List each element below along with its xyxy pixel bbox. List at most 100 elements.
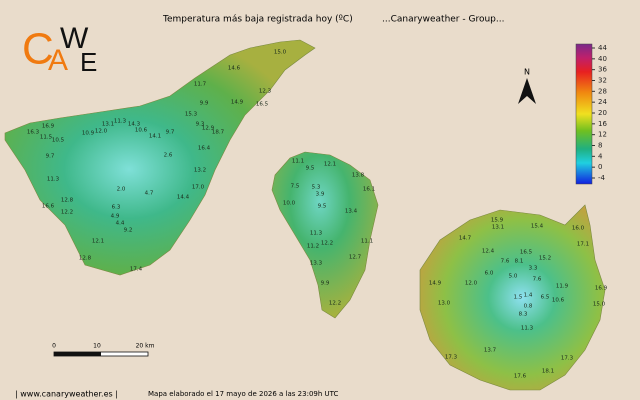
station-value: 15.0 [274,50,287,56]
north-arrow [518,78,536,104]
station-value: 11.3 [114,119,127,125]
title: Temperatura más baja registrada hoy (ºC) [162,15,353,25]
station-value: 8.3 [519,312,528,318]
station-value: 18.7 [212,130,225,136]
station-value: 4.7 [145,191,154,197]
station-value: 4.9 [111,214,120,220]
station-value: 9.2 [124,228,133,234]
station-value: 12.2 [321,241,333,247]
island-tenerife [4,39,316,276]
color-tick-label: 36 [598,66,607,74]
station-value: 13.8 [352,173,365,179]
station-value: 17.6 [514,374,527,380]
station-value: 1.4 [524,293,533,299]
station-value: 17.0 [192,185,205,191]
station-value: 6.3 [112,205,121,211]
island-gomera [271,151,379,319]
station-value: 13.7 [484,348,497,354]
north-label: N [524,68,530,77]
color-tick-label: 32 [598,77,607,85]
group: ...Canaryweather - Group... [382,15,504,25]
color-tick-label: 28 [598,87,607,95]
station-value: 16.5 [520,250,533,256]
station-value: 12.4 [482,249,495,255]
station-value: 1.5 [514,295,523,301]
station-value: 8.1 [515,259,524,265]
station-value: 10.0 [283,201,296,207]
station-value: 12.8 [79,256,92,262]
station-value: 16.5 [256,102,269,108]
color-tick-label: 0 [598,163,602,171]
station-value: 2.6 [164,153,173,159]
scale-label: 20 km [136,343,155,350]
station-value: 12.3 [259,89,272,95]
station-value: 5.0 [509,274,518,280]
station-value: 15.3 [185,112,198,118]
station-value: 12.0 [465,281,478,287]
logo-letter: W [60,22,89,55]
station-value: 16.1 [363,187,375,193]
station-value: 13.3 [310,261,323,267]
station-value: 14.7 [459,236,472,242]
color-tick-label: 12 [598,131,607,139]
station-value: 18.1 [542,369,554,375]
station-value: 13.1 [492,225,504,231]
station-value: 16.6 [42,204,55,210]
station-value: 10.5 [52,138,65,144]
station-value: 15.4 [531,224,544,230]
station-value: 12.0 [95,129,108,135]
color-tick-label: 8 [598,142,602,150]
station-value: 14.3 [128,122,141,128]
station-value: 16.4 [198,146,211,152]
station-value: 12.2 [61,210,73,216]
station-value: 7.5 [291,184,300,190]
color-tick-label: 24 [598,98,607,106]
scale-label: 0 [52,343,56,350]
station-value: 6.5 [541,295,550,301]
footer-note: Mapa elaborado el 17 mayo de 2026 a las … [148,390,339,398]
color-tick-label: 20 [598,109,607,117]
station-value: 13.1 [102,122,114,128]
station-value: 10.9 [82,131,95,137]
station-value: 11.9 [556,284,569,290]
station-value: 15.9 [491,218,504,224]
station-value: 14.1 [149,134,161,140]
station-value: 11.1 [361,239,373,245]
station-value: 14.4 [177,195,190,201]
color-tick-label: 44 [598,44,607,52]
color-tick-label: 40 [598,55,607,63]
station-value: 4.4 [116,221,125,227]
station-value: 11.7 [194,82,207,88]
station-value: 6.0 [485,271,494,277]
station-value: 3.9 [316,192,325,198]
station-value: 0.8 [524,304,533,310]
station-value: 12.9 [202,126,215,132]
station-value: 10.6 [135,128,148,134]
station-value: 9.5 [318,204,327,210]
scale-label: 10 [93,343,101,350]
station-value: 9.3 [196,122,205,128]
station-value: 13.0 [438,301,451,307]
logo: C A W E [22,22,97,77]
station-value: 12.1 [324,162,336,168]
station-value: 5.3 [312,185,321,191]
logo-letter: C [22,25,54,74]
station-value: 12.8 [61,198,74,204]
station-value: 11.1 [292,159,304,165]
station-value: 16.0 [572,226,585,232]
station-value: 9.7 [46,154,55,160]
station-value: 2.0 [117,187,126,193]
station-value: 17.1 [577,242,589,248]
station-value: 17.3 [445,355,458,361]
station-value: 10.6 [552,298,565,304]
island-gran-canaria [419,204,606,391]
station-value: 9.9 [321,281,330,287]
station-value: 15.0 [593,302,606,308]
station-value: 7.6 [501,259,510,265]
color-tick-label: 16 [598,120,607,128]
station-value: 9.5 [306,166,315,172]
station-value: 14.6 [228,66,241,72]
scale-bar-segment [54,352,101,356]
station-value: 16.3 [27,130,40,136]
